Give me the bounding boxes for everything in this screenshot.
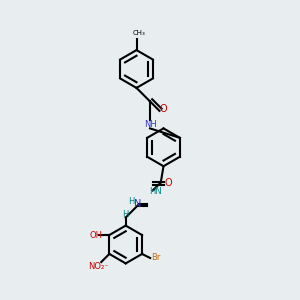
Text: OH: OH — [89, 230, 102, 239]
Text: NH: NH — [145, 120, 157, 129]
Text: H: H — [122, 210, 128, 219]
Text: HN: HN — [149, 187, 161, 196]
Text: N: N — [134, 199, 141, 209]
Text: O: O — [164, 178, 172, 188]
Text: CH₃: CH₃ — [133, 30, 145, 36]
Text: H: H — [128, 197, 135, 206]
Text: Br: Br — [151, 254, 160, 262]
Text: O: O — [160, 104, 167, 115]
Text: NO₂⁻: NO₂⁻ — [88, 262, 108, 271]
